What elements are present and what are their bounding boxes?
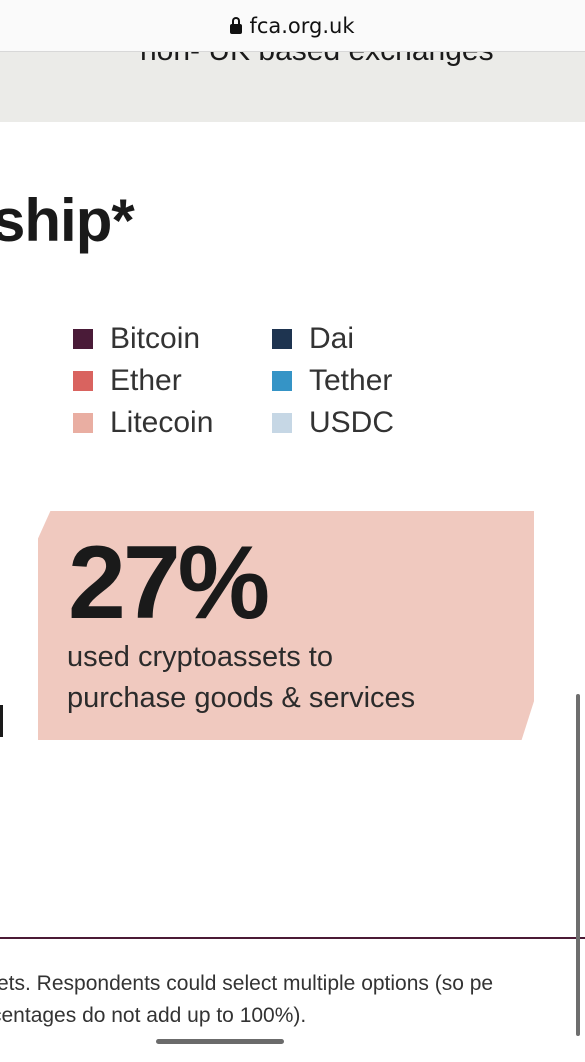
legend-label-tether: Tether [309,364,393,397]
footnote-line-2: centages do not add up to 100%). [0,1004,307,1027]
legend-item-litecoin: Litecoin [73,402,213,444]
legend-label-dai: Dai [309,322,355,355]
legend-label-ether: Ether [110,364,182,397]
footnote: ets. Respondents could select multiple o… [0,968,585,1032]
stat-description: used cryptoassets to purchase goods & se… [67,637,517,719]
legend-column-left: Bitcoin Ether Litecoin [73,318,213,444]
stat-card: 27% used cryptoassets to purchase goods … [38,511,534,740]
banner-clipped-text: non- UK based exchanges [140,52,494,68]
legend-swatch-usdc [272,413,292,433]
legend-item-ether: Ether [73,360,213,402]
browser-url-bar[interactable]: fca.org.uk [0,0,585,52]
scrollbar[interactable] [576,694,580,1036]
legend-label-bitcoin: Bitcoin [110,322,201,355]
legend-item-usdc: USDC [272,402,394,444]
legend-swatch-bitcoin [73,329,93,349]
legend-swatch-tether [272,371,292,391]
legend-label-usdc: USDC [309,406,395,439]
grey-banner: non- UK based exchanges [0,52,585,122]
section-heading: ship* [0,187,135,254]
lock-icon [230,16,243,34]
footnote-divider [0,937,585,939]
stat-value: 27% [68,525,270,641]
legend-item-dai: Dai [272,318,394,360]
footnote-line-1: ets. Respondents could select multiple o… [0,972,494,995]
legend-swatch-dai [272,329,292,349]
legend-item-bitcoin: Bitcoin [73,318,213,360]
stat-description-line-1: used cryptoassets to [67,641,333,673]
legend-column-right: Dai Tether USDC [272,318,394,444]
home-indicator[interactable] [156,1039,284,1044]
legend-swatch-litecoin [73,413,93,433]
legend-item-tether: Tether [272,360,394,402]
url-text: fca.org.uk [249,13,355,38]
cropped-chart-edge [0,705,3,737]
stat-description-line-2: purchase goods & services [67,682,416,714]
legend-label-litecoin: Litecoin [110,406,214,439]
legend-swatch-ether [73,371,93,391]
